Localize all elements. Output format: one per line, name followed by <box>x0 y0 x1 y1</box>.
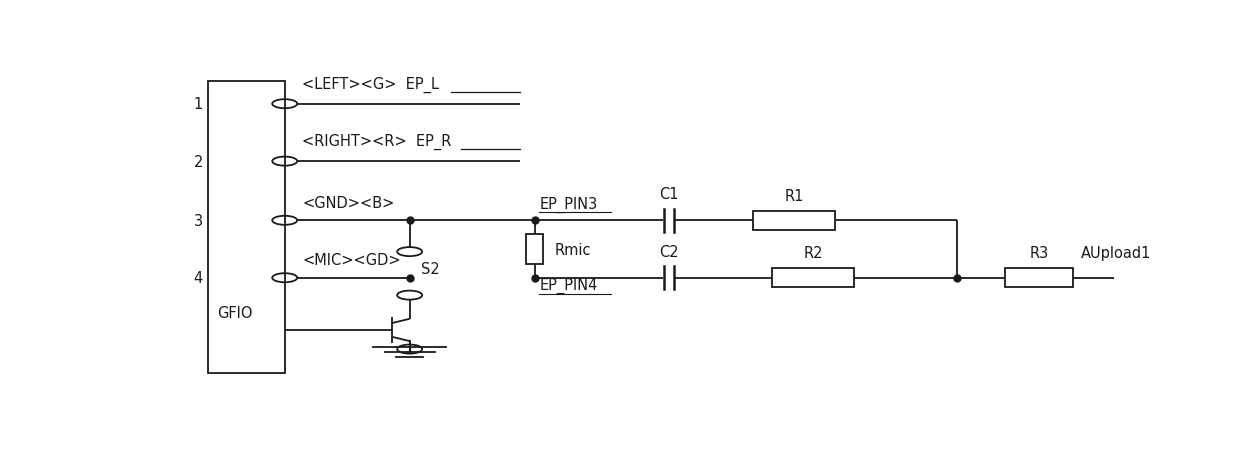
Text: Rmic: Rmic <box>554 242 591 257</box>
Bar <box>753 211 835 230</box>
Text: S2: S2 <box>422 261 440 276</box>
Text: GFIO: GFIO <box>217 305 253 321</box>
Bar <box>526 235 543 264</box>
Text: 1: 1 <box>193 97 203 112</box>
Text: <RIGHT><R>  EP_R: <RIGHT><R> EP_R <box>303 133 451 150</box>
Text: R2: R2 <box>804 246 823 261</box>
Text: <LEFT><G>  EP_L: <LEFT><G> EP_L <box>303 76 439 92</box>
Text: <MIC><GD>: <MIC><GD> <box>303 253 401 268</box>
Text: EP_PIN3: EP_PIN3 <box>539 196 598 212</box>
Text: R1: R1 <box>785 189 804 203</box>
Text: 3: 3 <box>193 213 203 228</box>
Text: AUpload1: AUpload1 <box>1080 246 1151 261</box>
Text: C1: C1 <box>660 187 678 202</box>
Text: 4: 4 <box>193 271 203 285</box>
Text: <GND><B>: <GND><B> <box>303 195 394 210</box>
Text: EP_PIN4: EP_PIN4 <box>539 277 598 294</box>
Text: 2: 2 <box>193 154 203 169</box>
Bar <box>773 268 854 288</box>
Text: C2: C2 <box>660 244 680 259</box>
Bar <box>1006 268 1073 288</box>
Bar <box>208 82 285 373</box>
Text: R3: R3 <box>1029 246 1049 261</box>
